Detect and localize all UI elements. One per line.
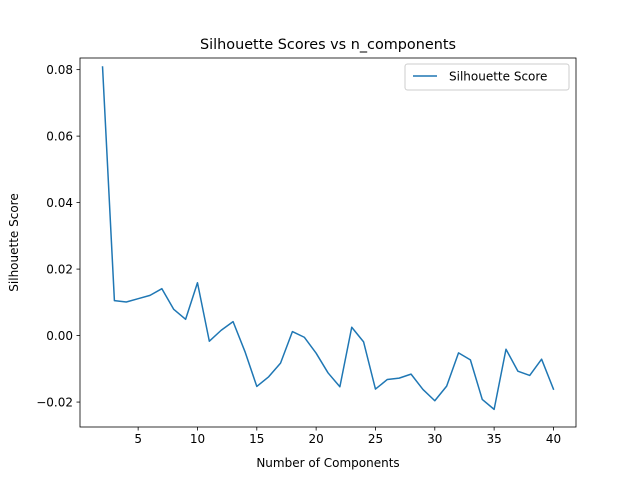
y-tick-label: 0.06 — [46, 130, 73, 144]
plot-area-frame — [79, 57, 577, 428]
y-tick-label: 0.00 — [46, 329, 73, 343]
series-line-0 — [101, 66, 555, 411]
y-axis-ticks: −0.02 0.00 0.02 0.04 0.06 0.08 — [36, 63, 80, 410]
x-tick-label: 5 — [134, 432, 142, 446]
x-tick-label: 15 — [249, 432, 264, 446]
x-axis-ticks: 5 10 15 20 25 30 35 40 — [134, 427, 561, 446]
series-layer — [101, 66, 555, 411]
chart-title: Silhouette Scores vs n_components — [200, 37, 456, 53]
x-tick-label: 20 — [308, 432, 323, 446]
x-tick-label: 35 — [486, 432, 501, 446]
y-tick-label: 0.04 — [46, 196, 73, 210]
legend-box — [404, 63, 570, 91]
x-axis-title: Number of Components — [256, 456, 399, 470]
x-tick-label: 25 — [368, 432, 383, 446]
legend: Silhouette Score — [404, 63, 570, 91]
x-tick-label: 10 — [190, 432, 205, 446]
x-tick-label: 30 — [427, 432, 442, 446]
y-axis-title: Silhouette Score — [7, 193, 21, 291]
legend-label: Silhouette Score — [449, 70, 547, 84]
x-tick-label: 40 — [546, 432, 561, 446]
y-tick-label: 0.08 — [46, 63, 73, 77]
y-tick-label: −0.02 — [36, 396, 73, 410]
y-tick-label: 0.02 — [46, 263, 73, 277]
